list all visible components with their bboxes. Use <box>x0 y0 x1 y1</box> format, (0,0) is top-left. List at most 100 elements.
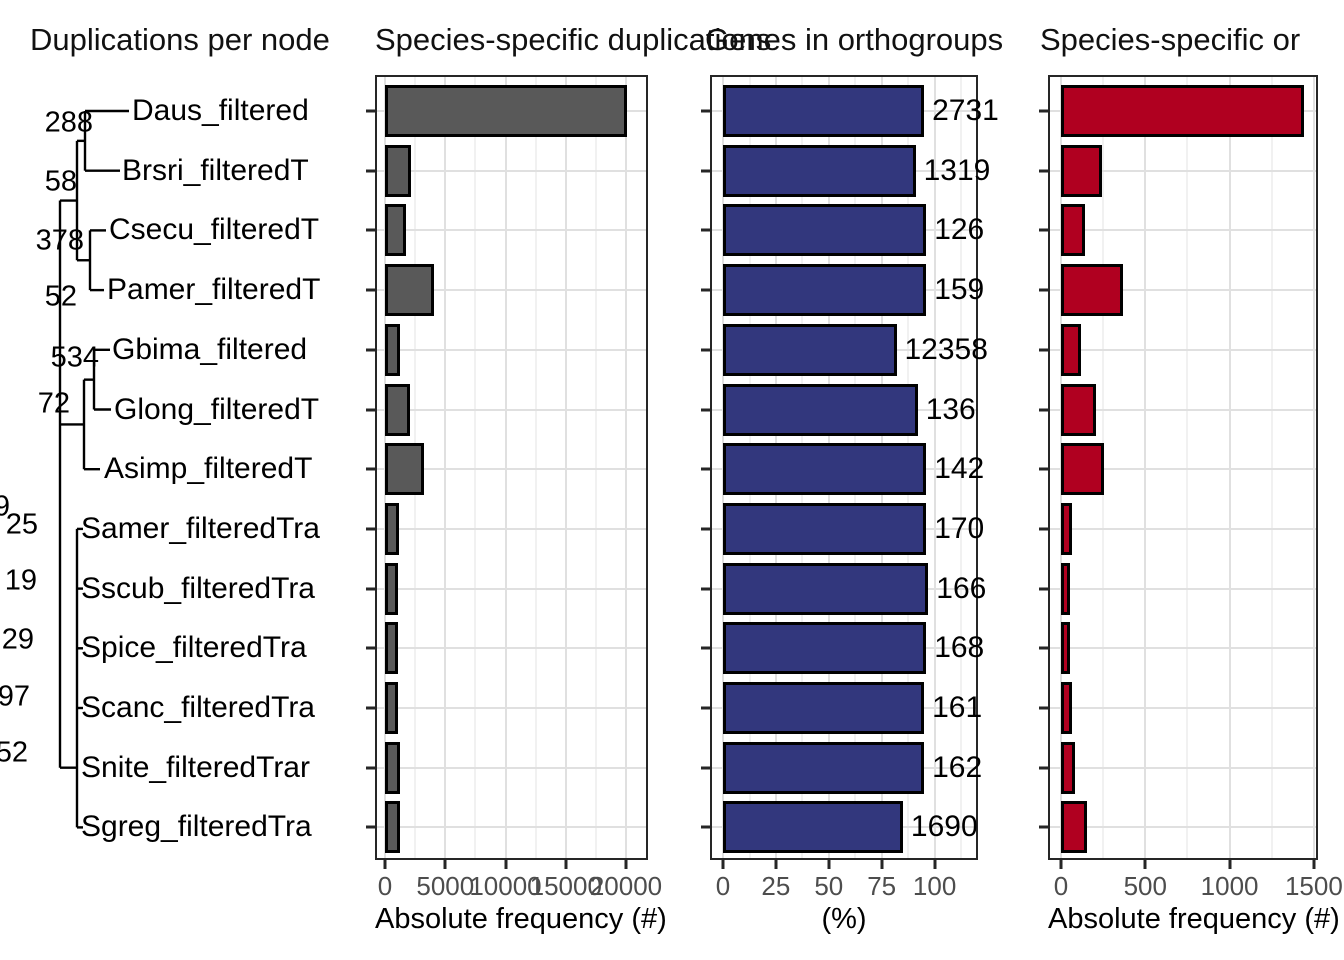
bar <box>385 85 628 137</box>
y-tick <box>1039 646 1048 650</box>
phylo-tree <box>58 109 129 829</box>
x-axis-title-orthogroups: Absolute frequency (#) <box>1048 903 1340 935</box>
y-tick <box>701 587 710 591</box>
bar-value-label: 1319 <box>923 153 991 187</box>
grid-line-row <box>377 468 646 471</box>
x-tick-label: 15000 <box>529 871 602 901</box>
x-tick <box>564 860 568 869</box>
grid-line-row <box>377 408 646 411</box>
grid-line-minor <box>534 77 537 858</box>
x-tick <box>721 860 725 869</box>
bar <box>723 383 918 436</box>
y-tick <box>1039 825 1048 829</box>
x-tick-label: 0 <box>1053 871 1069 901</box>
panel-species-specific-duplications <box>375 75 648 860</box>
y-tick <box>701 825 710 829</box>
grid-line-minor <box>474 77 477 858</box>
y-tick <box>701 527 710 531</box>
bar <box>723 562 929 615</box>
x-tick-label: 0 <box>715 871 731 901</box>
y-tick <box>1039 228 1048 232</box>
bar <box>1061 741 1076 794</box>
x-axis-title-percent: (%) <box>821 903 867 935</box>
bar-value-label: 159 <box>934 273 985 307</box>
grid-line-minor <box>1270 77 1273 858</box>
panel-title-duplications-per-node: Duplications per node <box>30 22 330 57</box>
grid-line-row <box>377 587 646 590</box>
y-tick <box>1039 288 1048 292</box>
bar-value-label: 166 <box>936 571 987 605</box>
y-tick <box>701 646 710 650</box>
y-tick <box>1039 706 1048 710</box>
bar-value-label: 168 <box>934 631 985 665</box>
bar <box>723 204 927 257</box>
x-tick <box>933 860 937 869</box>
bar <box>385 443 425 496</box>
bar-value-label: 2731 <box>932 94 999 127</box>
y-tick <box>701 408 710 411</box>
x-tick <box>827 860 831 869</box>
x-tick-label: 5000 <box>416 871 475 901</box>
y-tick <box>701 706 710 710</box>
node-label: 52 <box>44 280 77 313</box>
species-label: Scanc_filteredTra <box>81 691 315 724</box>
species-label: Sgreg_filteredTra <box>81 810 312 844</box>
grid-line-row <box>377 707 646 709</box>
grid-line-major <box>1312 77 1315 858</box>
bar <box>385 502 399 555</box>
species-label: Snite_filteredTrar <box>81 750 310 784</box>
node-label: 72 <box>37 387 70 420</box>
bar-value-label: 170 <box>934 511 985 545</box>
grid-line-row <box>1050 348 1316 351</box>
bar <box>385 144 411 197</box>
x-tick <box>1312 860 1316 869</box>
node-label: 378 <box>35 224 84 257</box>
grid-line-row <box>1050 408 1316 411</box>
y-tick <box>1039 587 1048 591</box>
bar-value-label: 161 <box>932 691 983 724</box>
x-tick <box>880 860 884 869</box>
y-tick <box>366 587 375 591</box>
grid-line-row <box>377 169 646 172</box>
species-label: Samer_filteredTra <box>81 511 320 545</box>
bar <box>723 801 903 854</box>
bar <box>385 323 400 376</box>
bar <box>1061 144 1102 197</box>
bar <box>385 562 399 615</box>
grid-line-row <box>377 289 646 292</box>
bar <box>723 85 925 137</box>
grid-line-row <box>377 766 646 769</box>
y-tick <box>701 288 710 292</box>
grid-line-major <box>625 77 627 858</box>
grid-line-minor <box>1186 77 1189 858</box>
grid-line-row <box>1050 527 1316 530</box>
x-tick-label: 75 <box>867 871 897 901</box>
grid-line-row <box>377 348 646 351</box>
panel-genes-in-orthogroups <box>710 75 978 860</box>
y-tick <box>366 408 375 411</box>
grid-line-row <box>377 229 646 232</box>
y-tick <box>366 646 375 650</box>
grid-line-row <box>1050 707 1316 709</box>
y-tick <box>366 825 375 829</box>
y-tick <box>366 766 375 770</box>
grid-line-row <box>377 527 646 530</box>
x-tick-label: 1500 <box>1284 871 1343 901</box>
grid-line-major <box>504 77 507 858</box>
grid-line-row <box>377 647 646 650</box>
bar <box>1061 383 1096 436</box>
panel-title-species-specific-duplications: Species-specific duplications <box>375 22 772 57</box>
bar <box>1061 85 1304 137</box>
y-tick <box>366 109 375 113</box>
species-label: Csecu_filteredT <box>109 213 320 247</box>
grid-line-row <box>1050 468 1316 471</box>
x-tick-label: 100 <box>912 871 957 901</box>
panel-species-specific-orthogroups <box>1048 75 1318 860</box>
bar-value-label: 126 <box>934 213 985 247</box>
grid-line-minor <box>960 77 963 858</box>
grid-line-major <box>1144 77 1147 858</box>
bar-value-label: 136 <box>925 392 976 426</box>
grid-line-row <box>1050 826 1316 829</box>
bar <box>1061 622 1071 675</box>
